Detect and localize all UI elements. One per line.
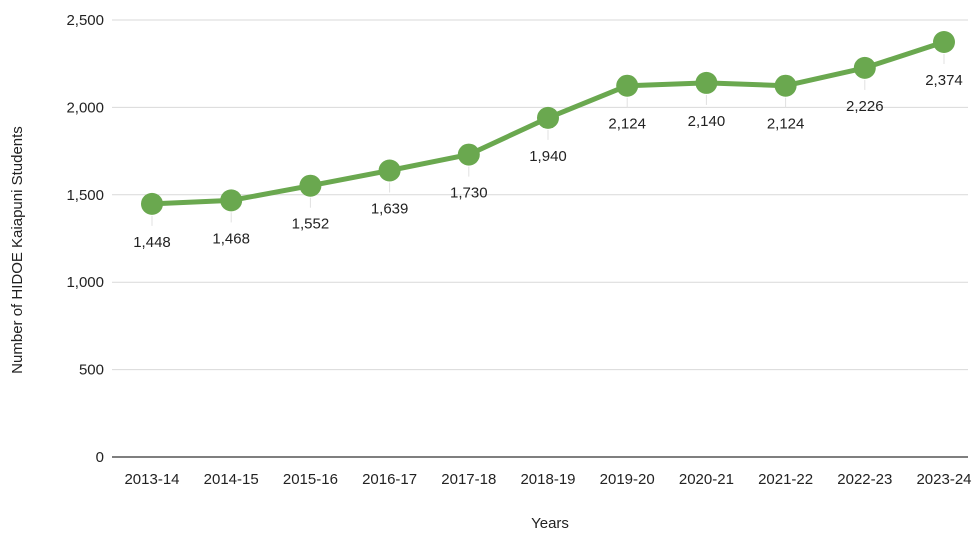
y-tick-label: 1,000 [66, 274, 104, 291]
y-tick-label: 2,000 [66, 99, 104, 116]
data-label: 2,226 [846, 98, 884, 115]
data-point [457, 143, 480, 166]
data-label: 1,448 [133, 234, 171, 251]
y-tick-label: 500 [79, 362, 104, 379]
data-point [220, 189, 243, 212]
x-axis-title: Years [531, 515, 569, 532]
x-tick-label: 2019-20 [600, 471, 655, 488]
data-label: 1,468 [212, 230, 250, 247]
data-point [933, 31, 955, 54]
data-point [537, 106, 559, 129]
x-tick-label: 2016-17 [362, 471, 417, 488]
data-point [299, 174, 322, 197]
x-tick-label: 2014-15 [204, 471, 259, 488]
x-tick-label: 2013-14 [124, 471, 179, 488]
x-tick-label: 2018-19 [520, 471, 575, 488]
data-labels: 1,448 1,468 1,552 1,639 1,730 1,940 2,124 2,140… [133, 54, 963, 251]
y-tick-label: 0 [96, 449, 104, 466]
data-point [695, 71, 718, 94]
data-label: 2,124 [767, 116, 805, 133]
x-tick-label: 2017-18 [441, 471, 496, 488]
x-tick-label: 2021-22 [758, 471, 813, 488]
data-point [616, 74, 639, 97]
series-layer [141, 31, 955, 215]
data-point [853, 56, 876, 79]
data-point [141, 192, 163, 215]
axes: 0 500 1,000 1,500 2,000 2,500 2013-14 2014-15 20… [66, 12, 971, 488]
y-tick-label: 2,500 [66, 12, 104, 29]
y-axis-title: Number of HIDOE Kaiapuni Students [9, 126, 26, 374]
data-label: 1,730 [450, 185, 488, 202]
data-label: 2,140 [688, 113, 726, 130]
x-tick-label: 2020-21 [679, 471, 734, 488]
data-label: 2,374 [925, 72, 963, 89]
data-point [378, 159, 401, 182]
data-label: 1,639 [371, 201, 409, 218]
data-label: 1,940 [529, 148, 567, 165]
x-tick-label: 2023-24 [916, 471, 971, 488]
x-tick-label: 2015-16 [283, 471, 338, 488]
data-point [774, 74, 797, 97]
x-tick-label: 2022-23 [837, 471, 892, 488]
data-label: 2,124 [608, 116, 646, 133]
data-label: 1,552 [292, 216, 330, 233]
y-tick-label: 1,500 [66, 187, 104, 204]
